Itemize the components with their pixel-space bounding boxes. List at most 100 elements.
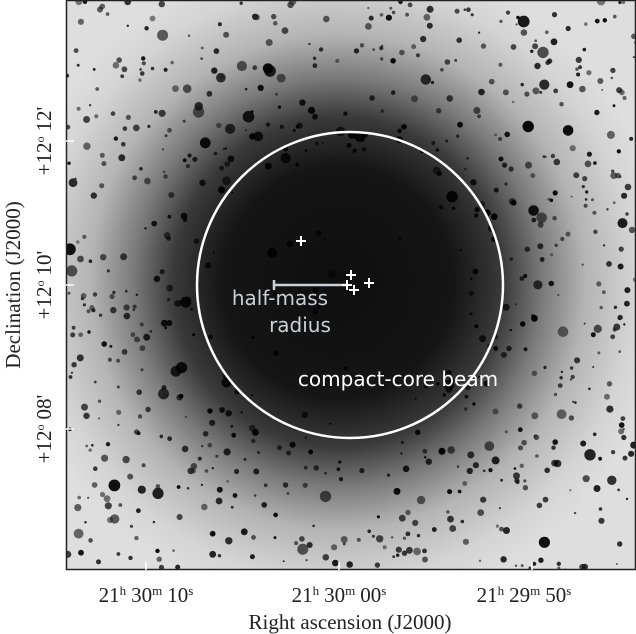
star — [542, 496, 549, 503]
star — [590, 332, 596, 338]
star — [606, 130, 615, 139]
star — [67, 291, 71, 295]
star — [513, 472, 520, 480]
star — [107, 357, 112, 362]
star — [234, 468, 240, 475]
star — [312, 56, 317, 60]
star — [624, 183, 632, 191]
star — [416, 53, 420, 58]
star — [159, 434, 164, 439]
star — [218, 186, 226, 194]
star — [155, 548, 160, 554]
star — [172, 85, 179, 92]
star — [369, 95, 375, 101]
star — [400, 440, 405, 445]
star — [240, 411, 243, 414]
star — [243, 458, 247, 461]
star — [522, 120, 534, 133]
star — [136, 431, 141, 436]
star — [619, 89, 625, 96]
star — [592, 365, 595, 369]
star — [598, 457, 602, 461]
star — [525, 161, 532, 169]
star — [505, 10, 511, 15]
star — [292, 129, 296, 132]
star — [240, 528, 248, 536]
star — [544, 467, 550, 474]
star — [104, 502, 112, 510]
star — [181, 445, 189, 453]
star — [443, 379, 455, 391]
star — [598, 517, 605, 524]
star — [532, 87, 540, 95]
star — [273, 512, 278, 518]
star — [502, 303, 510, 311]
star — [500, 351, 507, 358]
star — [420, 74, 431, 85]
star — [466, 467, 473, 475]
star — [101, 454, 109, 462]
star — [405, 531, 411, 537]
star — [254, 14, 260, 21]
star — [537, 46, 549, 59]
y-tick-label: +12o12' — [32, 107, 56, 176]
star — [192, 156, 198, 162]
star — [552, 190, 558, 196]
star — [573, 172, 580, 179]
star — [621, 192, 628, 199]
star — [557, 383, 563, 388]
star — [606, 381, 613, 387]
star — [498, 137, 503, 141]
star — [108, 479, 121, 492]
star — [116, 552, 121, 556]
star — [223, 448, 231, 456]
star — [597, 78, 604, 84]
star — [96, 559, 101, 565]
star — [376, 535, 384, 543]
star — [550, 253, 554, 257]
star — [556, 409, 567, 420]
star — [145, 406, 151, 413]
star — [116, 358, 121, 363]
star — [500, 478, 503, 482]
star — [319, 490, 332, 503]
star — [446, 369, 452, 376]
star — [470, 179, 477, 186]
star — [572, 400, 575, 403]
star — [164, 134, 168, 138]
star — [264, 162, 272, 170]
star — [534, 39, 537, 42]
star — [606, 261, 612, 267]
star — [159, 269, 165, 275]
star — [97, 399, 102, 403]
star — [560, 370, 564, 373]
star — [504, 131, 511, 138]
star — [618, 0, 622, 5]
star — [538, 557, 544, 563]
star — [77, 495, 81, 500]
star — [273, 293, 277, 296]
star — [187, 34, 191, 38]
star — [504, 430, 508, 434]
marker-plus — [342, 280, 352, 290]
star — [193, 238, 200, 244]
star — [267, 247, 278, 258]
star — [257, 451, 260, 454]
star — [182, 158, 187, 163]
star — [565, 25, 571, 32]
star — [116, 57, 122, 63]
star — [514, 564, 518, 567]
star — [70, 371, 74, 374]
star — [625, 497, 629, 501]
star — [68, 375, 73, 379]
star — [314, 141, 319, 146]
y-tick-label: +12o10' — [32, 251, 56, 320]
star — [123, 304, 130, 311]
star — [517, 403, 523, 409]
star — [616, 149, 621, 154]
star — [167, 436, 173, 442]
star — [127, 473, 134, 480]
star — [222, 176, 231, 186]
star — [438, 447, 446, 455]
star — [105, 442, 111, 447]
